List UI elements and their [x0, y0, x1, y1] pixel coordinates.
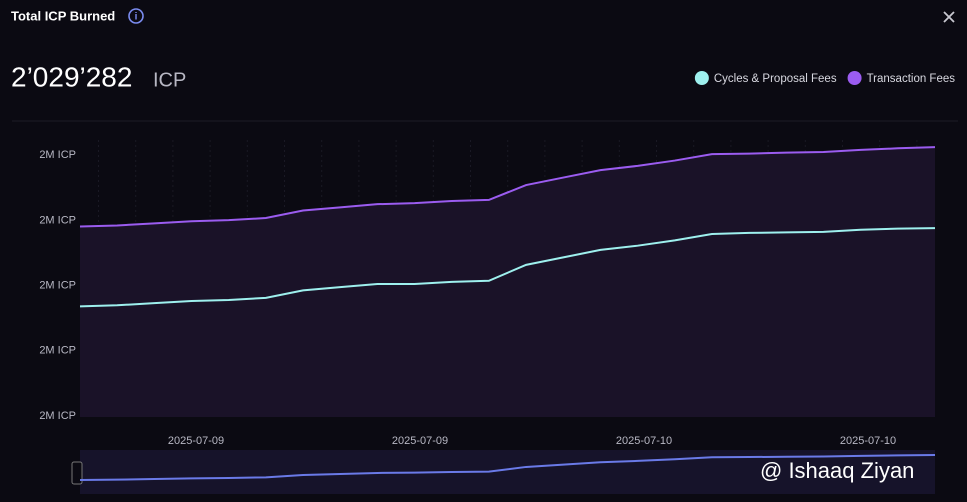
y-tick-label: 2M ICP — [39, 280, 76, 292]
info-glyph: i — [135, 12, 138, 23]
legend-swatch — [694, 71, 709, 85]
x-tick-label: 2025-07-10 — [616, 435, 672, 447]
x-tick-label: 2025-07-10 — [840, 435, 896, 447]
navigator-handle[interactable] — [71, 461, 83, 485]
watermark: @ Ishaaq Ziyan — [760, 458, 914, 483]
info-icon[interactable] — [128, 8, 144, 24]
x-tick-label: 2025-07-09 — [392, 435, 448, 447]
total-unit: ICP — [153, 69, 186, 91]
x-tick-label: 2025-07-09 — [168, 435, 224, 447]
legend-label: Transaction Fees — [867, 73, 956, 85]
y-tick-label: 2M ICP — [39, 410, 76, 422]
close-button[interactable] — [943, 11, 955, 23]
line — [79, 146, 936, 228]
navigator-line — [79, 454, 936, 481]
total-value: 2’029’282 — [11, 61, 132, 92]
line — [79, 227, 936, 308]
legend-swatch — [847, 71, 862, 85]
area — [80, 147, 935, 417]
legend-label: Cycles & Proposal Fees — [714, 73, 837, 85]
y-tick-label: 2M ICP — [39, 345, 76, 357]
card-title: Total ICP Burned — [11, 8, 115, 23]
y-tick-label: 2M ICP — [39, 214, 76, 226]
y-tick-label: 2M ICP — [39, 149, 76, 161]
